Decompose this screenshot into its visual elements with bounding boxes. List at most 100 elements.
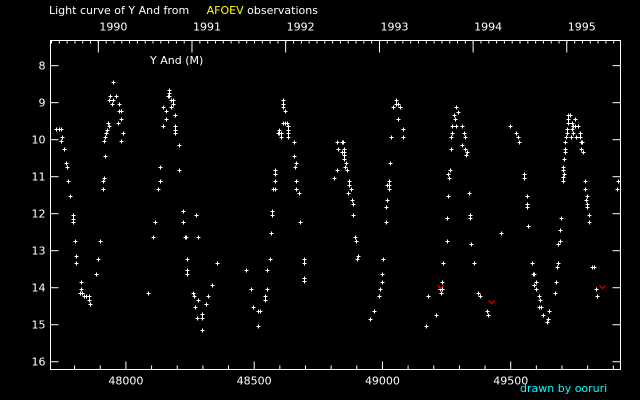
data-point xyxy=(117,102,122,107)
data-point xyxy=(441,261,446,266)
year-label: 1992 xyxy=(287,21,315,34)
data-point xyxy=(445,239,450,244)
data-point xyxy=(556,261,561,266)
data-point xyxy=(71,220,76,225)
data-point xyxy=(285,121,290,126)
data-point xyxy=(181,220,186,225)
data-point xyxy=(59,139,64,144)
data-point xyxy=(279,135,284,140)
data-point xyxy=(164,109,169,114)
data-point xyxy=(380,272,385,277)
data-point xyxy=(460,143,465,148)
data-point xyxy=(464,153,469,158)
data-point xyxy=(401,127,406,132)
data-point xyxy=(191,291,196,296)
data-point xyxy=(446,194,451,199)
data-point xyxy=(88,302,93,307)
data-point xyxy=(424,324,429,329)
x-tick-label: 48000 xyxy=(108,375,143,388)
data-point xyxy=(354,239,359,244)
data-point xyxy=(167,88,172,93)
data-point xyxy=(541,313,546,318)
data-point xyxy=(516,135,521,140)
data-point xyxy=(351,202,356,207)
data-point xyxy=(270,213,275,218)
data-point xyxy=(453,117,458,122)
y-tick-label: 13 xyxy=(32,245,46,258)
data-point xyxy=(615,187,620,192)
data-point xyxy=(66,179,71,184)
data-point xyxy=(286,131,291,136)
data-point xyxy=(194,213,199,218)
data-point xyxy=(105,128,110,133)
data-point xyxy=(273,168,278,173)
data-point xyxy=(65,165,70,170)
data-point xyxy=(565,131,570,136)
data-point xyxy=(378,287,383,292)
data-point xyxy=(454,124,459,129)
data-point xyxy=(185,257,190,262)
data-point xyxy=(184,235,189,240)
data-point xyxy=(173,113,178,118)
data-point xyxy=(561,179,566,184)
data-point xyxy=(204,302,209,307)
data-point xyxy=(273,179,278,184)
data-point xyxy=(563,147,568,152)
title-suffix: observations xyxy=(247,4,318,17)
data-point xyxy=(522,172,527,177)
data-point xyxy=(215,261,220,266)
data-point xyxy=(177,168,182,173)
data-point xyxy=(79,287,84,292)
data-point xyxy=(463,135,468,140)
data-point xyxy=(74,261,79,266)
title-source: AFOEV xyxy=(206,4,244,17)
data-point xyxy=(387,183,392,188)
data-point xyxy=(585,194,590,199)
data-point xyxy=(570,121,575,126)
year-label: 1993 xyxy=(380,21,408,34)
data-point xyxy=(385,198,390,203)
data-point xyxy=(71,213,76,218)
data-point xyxy=(578,135,583,140)
data-point xyxy=(161,105,166,110)
data-point xyxy=(94,272,99,277)
data-point xyxy=(566,121,571,126)
data-point xyxy=(508,124,513,129)
data-point xyxy=(398,105,403,110)
y-tick-label: 11 xyxy=(32,171,46,184)
data-point xyxy=(440,280,445,285)
data-point xyxy=(468,216,473,221)
data-point xyxy=(302,261,307,266)
data-point xyxy=(450,131,455,136)
data-point xyxy=(106,121,111,126)
year-label: 1990 xyxy=(99,21,127,34)
data-point xyxy=(532,272,537,277)
data-point xyxy=(579,147,584,152)
data-point xyxy=(302,279,307,284)
data-point xyxy=(119,139,124,144)
data-point xyxy=(384,205,389,210)
data-point xyxy=(161,124,166,129)
data-point xyxy=(103,154,108,159)
data-points xyxy=(54,80,621,333)
data-point xyxy=(356,254,361,259)
data-point xyxy=(256,324,261,329)
data-point xyxy=(206,294,211,299)
data-point xyxy=(595,294,600,299)
limit-point xyxy=(599,285,606,290)
data-point xyxy=(570,127,575,132)
data-point xyxy=(486,313,491,318)
data-point xyxy=(68,194,73,199)
y-tick-label: 9 xyxy=(39,97,46,110)
data-point xyxy=(164,117,169,122)
data-point xyxy=(394,98,399,103)
data-point xyxy=(462,131,467,136)
data-point xyxy=(196,298,201,303)
data-point xyxy=(73,239,78,244)
data-point xyxy=(545,320,550,325)
data-point xyxy=(103,135,108,140)
data-point xyxy=(396,102,401,107)
data-point xyxy=(347,183,352,188)
data-point xyxy=(111,80,116,85)
data-point xyxy=(60,135,65,140)
